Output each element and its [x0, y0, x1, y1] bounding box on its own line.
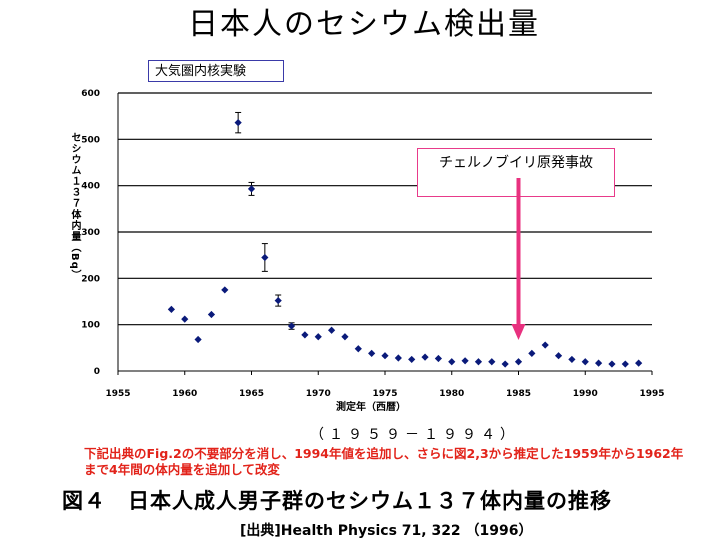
data-point: [408, 355, 416, 364]
y-tick-label: 100: [81, 321, 100, 331]
data-point: [474, 358, 483, 366]
data-point: [354, 345, 362, 353]
x-tick-label: 1955: [105, 389, 130, 399]
data-point: [194, 335, 202, 344]
data-point: [234, 119, 242, 127]
error-bars: [235, 111, 295, 330]
period-label: （１９５９－１９９４）: [310, 427, 519, 443]
data-point: [488, 358, 496, 366]
data-point: [501, 360, 509, 368]
y-axis-label: セシウム１３７体内量（Bq）: [69, 132, 80, 281]
x-tick-label: 1965: [239, 389, 264, 399]
x-tick-label: 1970: [306, 389, 331, 399]
annotation-chernobyl: チェルノブイリ原発事故: [417, 148, 615, 197]
data-point: [554, 352, 563, 360]
data-point: [301, 331, 309, 339]
y-tick-label: 300: [81, 228, 100, 238]
data-point: [167, 305, 175, 313]
data-point: [635, 359, 643, 367]
data-point: [314, 333, 322, 341]
data-point: [541, 341, 549, 349]
data-point: [394, 354, 402, 362]
slide-title: 日本人のセシウム検出量: [188, 7, 540, 42]
data-point: [621, 360, 629, 368]
y-tick-label: 400: [81, 182, 100, 192]
data-point: [421, 353, 429, 361]
data-point: [221, 286, 229, 294]
figure-caption: 図４ 日本人成人男子群のセシウム１３７体内量の推移: [62, 489, 612, 513]
data-point: [581, 358, 589, 366]
data-point: [528, 349, 536, 357]
data-point: [595, 359, 603, 367]
data-point: [287, 322, 296, 330]
x-tick-label: 1975: [372, 389, 397, 399]
y-tick-labels: 0 100 200 300 400 500 600: [81, 89, 100, 377]
data-point: [341, 333, 349, 341]
data-point: [514, 358, 523, 366]
data-point: [328, 326, 336, 334]
data-points: [167, 119, 643, 368]
x-tick-label: 1985: [506, 389, 531, 399]
x-tick-label: 1995: [639, 389, 664, 399]
data-point: [261, 253, 269, 262]
y-tick-label: 0: [94, 367, 100, 377]
data-point: [568, 355, 576, 364]
data-point: [381, 352, 389, 360]
source-citation: [出典]Health Physics 71, 322 （1996）: [240, 523, 533, 539]
data-point: [181, 315, 189, 323]
data-point: [247, 185, 256, 193]
x-tick-label: 1990: [573, 389, 598, 399]
data-point: [461, 357, 469, 365]
x-tick-labels: 1955 1960 1965 1970 1975 1980 1985 1990 1995: [105, 389, 664, 399]
data-point: [448, 358, 456, 366]
y-tick-label: 600: [81, 89, 100, 99]
x-tick-label: 1980: [439, 389, 464, 399]
modification-note: 下記出典のFig.2の不要部分を消し、1994年値を追加し、さらに図2,3から推…: [84, 446, 684, 477]
x-tick-label: 1960: [172, 389, 197, 399]
x-axis-label: 測定年（西暦）: [336, 400, 406, 413]
data-point: [368, 349, 376, 357]
chart-grid: [118, 92, 652, 326]
y-tick-label: 500: [81, 135, 100, 145]
data-point: [608, 360, 616, 368]
y-tick-label: 200: [81, 274, 100, 284]
data-point: [207, 310, 216, 319]
data-point: [274, 296, 282, 305]
data-point: [434, 354, 442, 363]
chart-axes: [117, 93, 653, 375]
annotation-nuclear-test: 大気圏内核実験: [148, 60, 284, 82]
